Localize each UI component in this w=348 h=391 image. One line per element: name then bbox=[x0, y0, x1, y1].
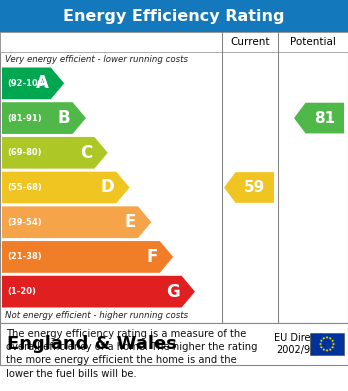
Bar bbox=[0, 32, 348, 52]
Polygon shape bbox=[329, 337, 332, 340]
Text: 81: 81 bbox=[314, 111, 335, 126]
Text: D: D bbox=[101, 179, 114, 197]
Text: Very energy efficient - lower running costs: Very energy efficient - lower running co… bbox=[5, 56, 188, 65]
Polygon shape bbox=[331, 346, 334, 349]
Text: A: A bbox=[36, 74, 49, 92]
Polygon shape bbox=[325, 336, 329, 339]
Text: C: C bbox=[80, 144, 93, 162]
Text: Not energy efficient - higher running costs: Not energy efficient - higher running co… bbox=[5, 312, 188, 321]
Text: G: G bbox=[166, 283, 180, 301]
Bar bbox=[0, 0, 348, 32]
Text: B: B bbox=[58, 109, 71, 127]
Text: E: E bbox=[125, 213, 136, 231]
Text: F: F bbox=[147, 248, 158, 266]
Polygon shape bbox=[2, 172, 129, 203]
Bar bbox=[0, 323, 348, 365]
Text: (1-20): (1-20) bbox=[7, 287, 36, 296]
Text: (81-91): (81-91) bbox=[7, 113, 42, 122]
Polygon shape bbox=[331, 339, 334, 343]
Polygon shape bbox=[332, 343, 335, 346]
Polygon shape bbox=[325, 349, 329, 352]
Text: Current: Current bbox=[230, 37, 270, 47]
Text: EU Directive
2002/91/EC: EU Directive 2002/91/EC bbox=[274, 333, 334, 355]
Text: England & Wales: England & Wales bbox=[7, 335, 177, 353]
Polygon shape bbox=[2, 241, 173, 273]
Polygon shape bbox=[320, 339, 323, 343]
Text: (92-100): (92-100) bbox=[7, 79, 47, 88]
Text: (55-68): (55-68) bbox=[7, 183, 42, 192]
Text: (39-54): (39-54) bbox=[7, 218, 42, 227]
Text: (21-38): (21-38) bbox=[7, 253, 42, 262]
Polygon shape bbox=[320, 346, 323, 349]
Polygon shape bbox=[2, 68, 64, 99]
Polygon shape bbox=[294, 103, 344, 133]
Text: The energy efficiency rating is a measure of the
overall efficiency of a home. T: The energy efficiency rating is a measur… bbox=[6, 329, 258, 378]
Polygon shape bbox=[322, 348, 325, 351]
Polygon shape bbox=[329, 348, 332, 351]
Polygon shape bbox=[319, 343, 322, 346]
Text: 59: 59 bbox=[244, 180, 266, 195]
Polygon shape bbox=[2, 206, 151, 238]
Polygon shape bbox=[2, 137, 108, 169]
Text: (69-80): (69-80) bbox=[7, 148, 41, 157]
Text: Energy Efficiency Rating: Energy Efficiency Rating bbox=[63, 9, 285, 23]
Polygon shape bbox=[2, 102, 86, 134]
Bar bbox=[0, 32, 348, 323]
Polygon shape bbox=[2, 276, 195, 307]
Polygon shape bbox=[322, 337, 325, 340]
Text: Potential: Potential bbox=[290, 37, 336, 47]
Polygon shape bbox=[224, 172, 274, 203]
Bar bbox=[310, 333, 344, 355]
